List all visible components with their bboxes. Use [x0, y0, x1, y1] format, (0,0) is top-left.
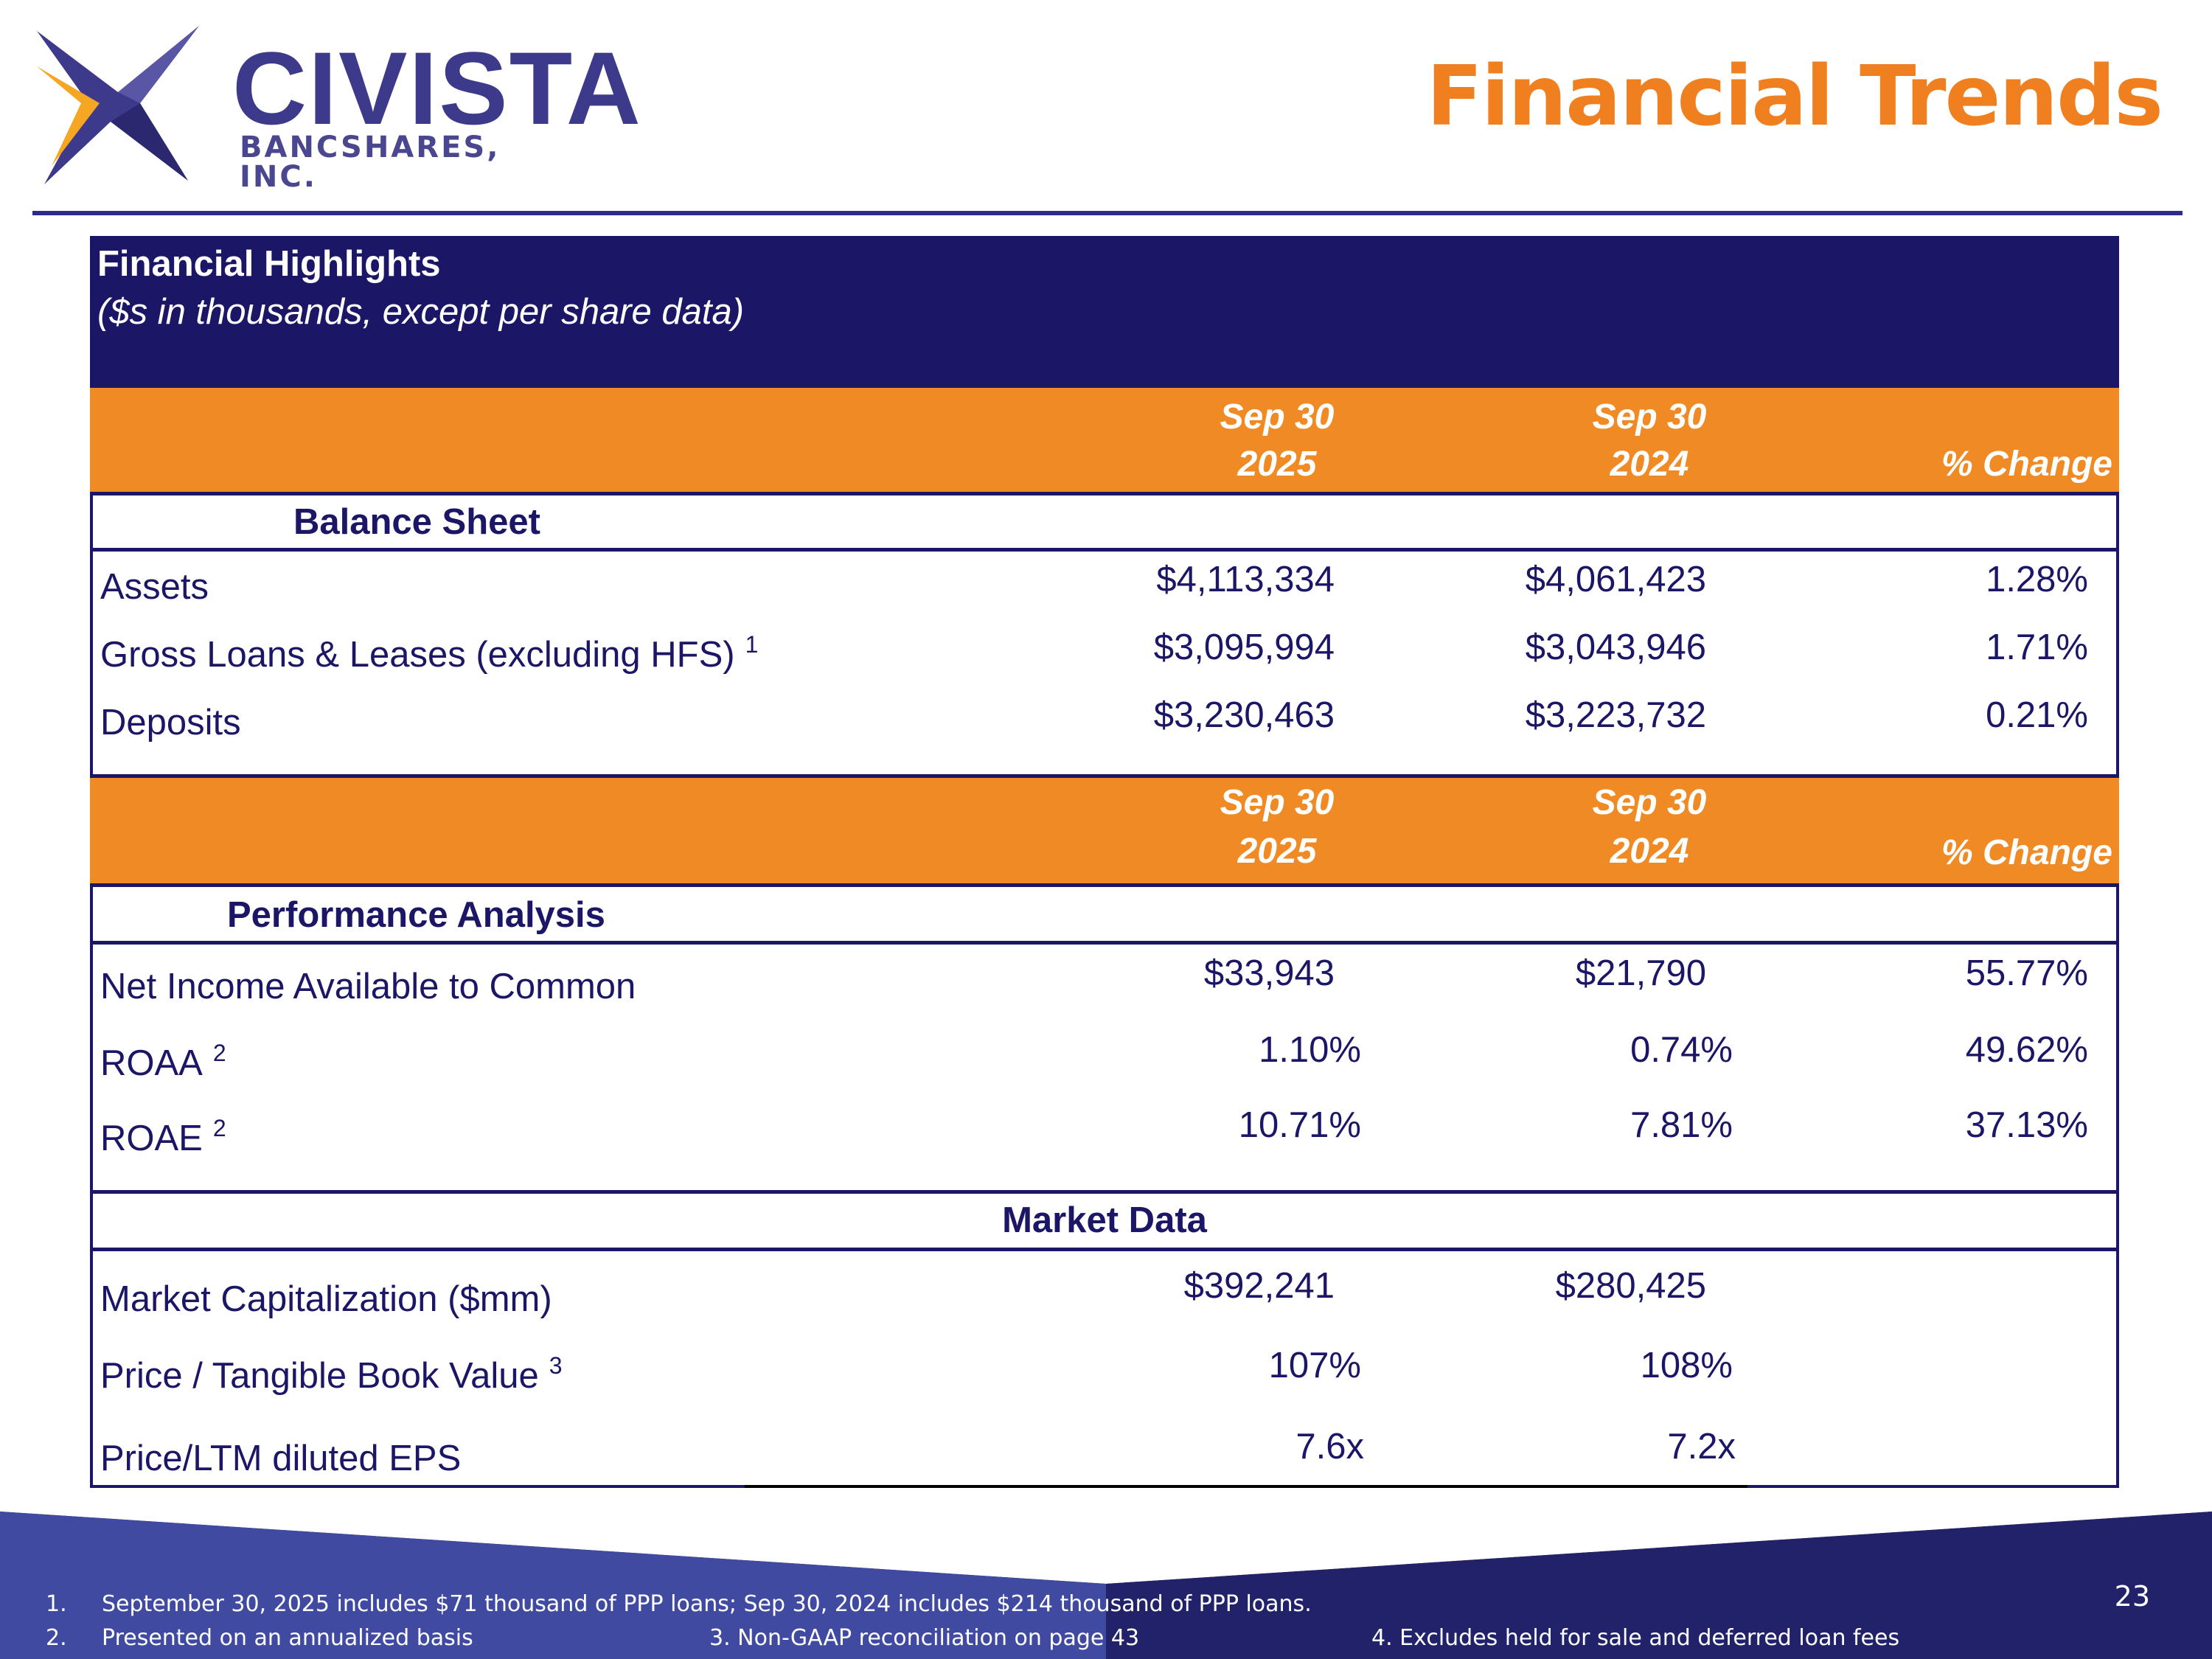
- col-2025-year: 2025: [1237, 832, 1317, 871]
- cell-2024: $3,223,732: [1525, 695, 1706, 735]
- footnote-marker: 2: [212, 1040, 226, 1066]
- row-label: Price / Tangible Book Value 3: [100, 1352, 563, 1397]
- row-label-text: Assets: [100, 567, 209, 607]
- col-2025-month: Sep 30: [1220, 783, 1335, 822]
- section-label: Balance Sheet: [293, 502, 540, 542]
- table-title: Financial Highlights: [97, 244, 441, 284]
- section-label: Market Data: [1002, 1200, 1207, 1240]
- col-2024-month: Sep 30: [1592, 783, 1707, 822]
- cell-2025: 10.71%: [1238, 1105, 1361, 1145]
- row-label: Market Capitalization ($mm): [100, 1279, 552, 1320]
- cell-2024: 0.74%: [1630, 1030, 1733, 1070]
- row-label-text: Net Income Available to Common: [100, 967, 636, 1006]
- row-label: Net Income Available to Common: [100, 966, 636, 1007]
- balance-sheet-section: Balance Sheet: [90, 495, 2119, 552]
- col-2024-year: 2024: [1610, 832, 1689, 871]
- page-number: 23: [2114, 1580, 2150, 1613]
- cell-pct: 49.62%: [1965, 1030, 2088, 1070]
- cell-2025: $3,095,994: [1153, 627, 1335, 667]
- market-data-section: Market Data: [90, 1194, 2119, 1251]
- cell-2025: $392,241: [1183, 1266, 1335, 1306]
- performance-section: Performance Analysis: [90, 887, 2119, 945]
- row-divider: [90, 1190, 2119, 1194]
- table-subtitle: ($s in thousands, except per share data): [97, 292, 745, 332]
- cell-2024: 108%: [1640, 1346, 1733, 1385]
- row-label-text: ROAA: [100, 1043, 203, 1083]
- civista-star-icon: [37, 26, 199, 184]
- row-label-text: Market Capitalization ($mm): [100, 1279, 552, 1319]
- footnote-1-number: 1.: [46, 1591, 67, 1617]
- cell-2025: $33,943: [1203, 953, 1335, 993]
- cell-2024: $4,061,423: [1525, 560, 1706, 599]
- row-label-text: ROAE: [100, 1119, 203, 1158]
- row-label: Assets: [100, 566, 209, 608]
- footnote-3: 3. Non-GAAP reconciliation on page 43: [709, 1625, 1140, 1651]
- footnote-marker: 1: [745, 631, 759, 658]
- cell-pct: 0.21%: [1986, 695, 2088, 735]
- row-label-text: Gross Loans & Leases (excluding HFS): [100, 635, 735, 675]
- column-header-band: Sep 30 2025 Sep 30 2024 % Change: [90, 388, 2119, 495]
- row-label: Deposits: [100, 702, 241, 743]
- header-divider: [32, 211, 2183, 215]
- logo-wordmark: CIVISTA: [232, 30, 642, 146]
- cell-pct: 37.13%: [1965, 1105, 2088, 1145]
- footnote-4: 4. Excludes held for sale and deferred l…: [1371, 1625, 1900, 1651]
- company-logo: CIVISTA BANCSHARES, INC.: [29, 22, 641, 192]
- cell-2024: $3,043,946: [1525, 627, 1706, 667]
- col-pct-change: % Change: [1941, 833, 2112, 872]
- cell-2025: $4,113,334: [1156, 560, 1335, 599]
- logo-subtitle: BANCSHARES, INC.: [240, 131, 501, 194]
- table-header-band: Financial Highlights ($s in thousands, e…: [90, 236, 2119, 388]
- col-2025-month: Sep 30: [1220, 397, 1335, 437]
- cell-2024: 7.2x: [1667, 1427, 1736, 1467]
- row-label: ROAA 2: [100, 1040, 226, 1084]
- row-divider: [90, 774, 2119, 778]
- footnote-1: September 30, 2025 includes $71 thousand…: [102, 1591, 1312, 1617]
- page-title: Financial Trends: [1426, 49, 2163, 145]
- row-label: Gross Loans & Leases (excluding HFS) 1: [100, 631, 759, 675]
- cell-2025: 107%: [1268, 1346, 1361, 1385]
- cell-2024: $21,790: [1575, 953, 1706, 993]
- cell-2024: 7.81%: [1630, 1105, 1733, 1145]
- row-label-text: Price / Tangible Book Value: [100, 1356, 539, 1396]
- footnote-2-number: 2.: [46, 1625, 67, 1651]
- footnote-marker: 3: [549, 1352, 563, 1379]
- cell-2025: 7.6x: [1295, 1427, 1364, 1467]
- cell-2025: $3,230,463: [1153, 695, 1335, 735]
- footnote-marker: 2: [212, 1115, 226, 1141]
- footnote-2: Presented on an annualized basis: [102, 1625, 473, 1651]
- cell-pct: 1.71%: [1986, 627, 2088, 667]
- col-2025-year: 2025: [1237, 445, 1317, 484]
- table-bottom-shadow: [745, 1485, 1747, 1488]
- column-header-band: Sep 30 2025 Sep 30 2024 % Change: [90, 778, 2119, 887]
- row-label: Price/LTM diluted EPS: [100, 1438, 461, 1479]
- cell-pct: 55.77%: [1965, 953, 2088, 993]
- row-label-text: Deposits: [100, 703, 241, 742]
- row-label-text: Price/LTM diluted EPS: [100, 1439, 462, 1478]
- financial-highlights-table: Financial Highlights ($s in thousands, e…: [90, 236, 2119, 1488]
- col-2024-year: 2024: [1610, 445, 1689, 484]
- cell-2025: 1.10%: [1259, 1030, 1361, 1070]
- col-pct-change: % Change: [1941, 445, 2112, 484]
- footer-band: [0, 1512, 2212, 1659]
- section-label: Performance Analysis: [227, 895, 605, 935]
- col-2024-month: Sep 30: [1592, 397, 1707, 437]
- cell-pct: 1.28%: [1986, 560, 2088, 599]
- row-label: ROAE 2: [100, 1115, 226, 1159]
- cell-2024: $280,425: [1555, 1266, 1706, 1306]
